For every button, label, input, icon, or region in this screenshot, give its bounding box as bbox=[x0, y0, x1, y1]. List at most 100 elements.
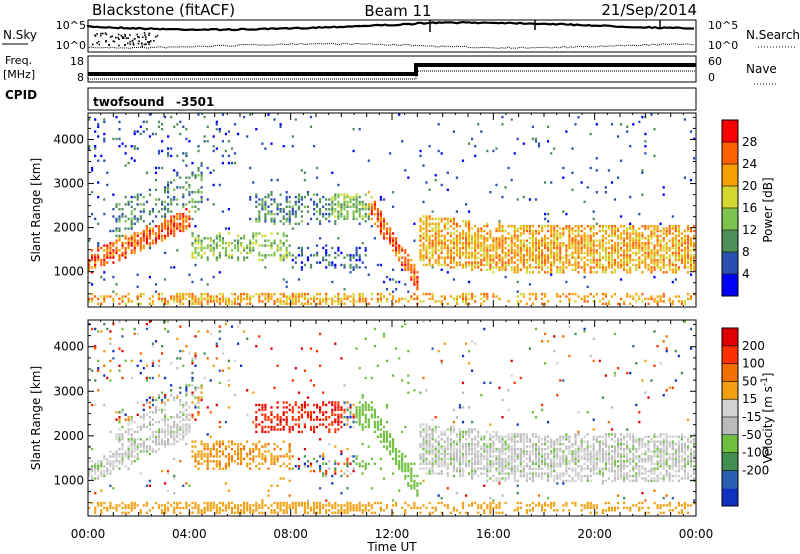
power-cell bbox=[170, 227, 173, 230]
velocity-cell bbox=[176, 433, 179, 436]
power-cell bbox=[133, 244, 136, 247]
power-cell bbox=[537, 251, 541, 255]
power-cell bbox=[516, 300, 519, 303]
velocity-cell bbox=[218, 455, 221, 458]
velocity-cell bbox=[288, 494, 291, 497]
velocity-cell bbox=[176, 357, 179, 360]
velocity-cell bbox=[179, 428, 182, 431]
nave-tick-bottom: 0 bbox=[708, 71, 715, 84]
power-cell bbox=[124, 195, 127, 199]
power-cell bbox=[686, 234, 690, 238]
noise-sky-series bbox=[86, 20, 695, 32]
power-cell bbox=[650, 261, 653, 264]
power-cell bbox=[191, 171, 194, 174]
power-cell bbox=[343, 217, 346, 221]
power-cell bbox=[632, 123, 635, 126]
power-cell bbox=[197, 237, 200, 240]
power-cell bbox=[465, 232, 468, 235]
velocity-cell bbox=[431, 428, 434, 431]
velocity-cell bbox=[373, 416, 376, 419]
velocity-cell bbox=[407, 465, 410, 468]
power-cell bbox=[550, 271, 553, 274]
power-cell bbox=[185, 181, 188, 184]
power-cell bbox=[446, 249, 449, 252]
power-cell bbox=[541, 227, 544, 230]
velocity-cell bbox=[194, 389, 197, 392]
power-cell bbox=[91, 300, 94, 303]
power-cell bbox=[94, 145, 97, 148]
power-cell bbox=[577, 251, 580, 255]
power-cell bbox=[249, 300, 252, 303]
power-cell bbox=[206, 140, 209, 143]
power-cell bbox=[124, 302, 127, 305]
power-cell bbox=[613, 198, 617, 201]
velocity-cell bbox=[170, 430, 173, 434]
power-cell bbox=[477, 256, 480, 259]
power-cell bbox=[328, 254, 331, 257]
power-cell bbox=[644, 246, 647, 250]
power-cell bbox=[130, 195, 133, 199]
velocity-cell bbox=[121, 411, 124, 414]
power-cell bbox=[188, 176, 191, 179]
power-cell bbox=[498, 237, 501, 240]
velocity-cell bbox=[367, 408, 370, 412]
power-cell bbox=[617, 135, 620, 138]
power-cell bbox=[525, 258, 528, 262]
power-cell bbox=[224, 249, 227, 252]
power-cell bbox=[465, 244, 468, 247]
velocity-cell bbox=[313, 511, 316, 514]
power-cell bbox=[598, 261, 601, 264]
noise-right-tick-top: 10^5 bbox=[708, 19, 738, 32]
velocity-cell bbox=[127, 430, 130, 434]
power-cell bbox=[556, 292, 559, 296]
power-cell bbox=[224, 254, 227, 257]
velocity-cell bbox=[331, 506, 334, 510]
velocity-cell bbox=[419, 511, 422, 514]
power-cell bbox=[501, 115, 504, 119]
velocity-cell bbox=[410, 474, 413, 478]
velocity-cell bbox=[416, 474, 419, 478]
power-cell bbox=[103, 271, 106, 274]
power-cell bbox=[346, 254, 349, 257]
power-cell bbox=[270, 203, 273, 206]
velocity-cell bbox=[367, 406, 370, 409]
velocity-cell bbox=[115, 455, 118, 458]
power-cell bbox=[240, 242, 243, 245]
velocity-cell bbox=[164, 408, 167, 412]
power-cell bbox=[319, 300, 322, 303]
power-cell bbox=[297, 193, 300, 196]
velocity-cell bbox=[233, 443, 237, 446]
power-cell bbox=[355, 208, 358, 211]
power-cell bbox=[635, 258, 638, 262]
velocity-cell bbox=[422, 445, 425, 448]
power-cell bbox=[680, 249, 683, 252]
power-cell bbox=[288, 222, 291, 225]
power-cell bbox=[379, 198, 382, 201]
velocity-cell bbox=[118, 452, 121, 456]
velocity-cell bbox=[133, 504, 136, 507]
power-cell bbox=[215, 256, 218, 259]
velocity-cell bbox=[121, 443, 124, 446]
velocity-cell bbox=[306, 416, 310, 419]
power-cell bbox=[531, 258, 534, 262]
velocity-cell bbox=[121, 327, 124, 331]
power-cell bbox=[422, 254, 425, 257]
power-cell bbox=[516, 198, 519, 201]
power-cell bbox=[604, 292, 607, 296]
power-cell bbox=[604, 251, 607, 255]
velocity-cell bbox=[258, 455, 261, 458]
power-cell bbox=[595, 263, 598, 267]
power-cell bbox=[443, 297, 446, 301]
velocity-cell bbox=[361, 443, 364, 446]
power-cell bbox=[297, 300, 300, 303]
power-cell bbox=[115, 203, 118, 206]
velocity-cell bbox=[221, 443, 224, 446]
power-cell bbox=[519, 246, 522, 250]
power-cell bbox=[170, 181, 173, 184]
power-cell bbox=[255, 193, 258, 196]
power-cell bbox=[574, 244, 577, 247]
power-cell bbox=[401, 297, 404, 301]
power-cell bbox=[586, 237, 589, 240]
power-cell bbox=[224, 302, 227, 305]
velocity-cell bbox=[419, 467, 422, 470]
